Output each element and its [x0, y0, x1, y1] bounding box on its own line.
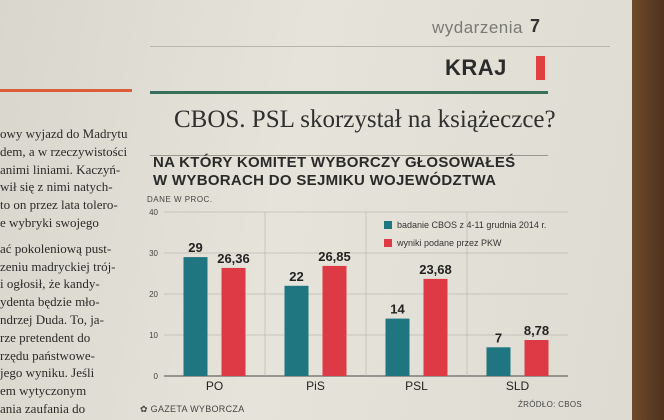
bar-sld-series-2: [524, 340, 549, 376]
data-label: 26,85: [318, 249, 351, 264]
headline-rule: [150, 155, 548, 156]
data-label: 29: [188, 240, 202, 255]
header-rule: [150, 46, 610, 47]
legend-item: wyniki podane przez PKW: [384, 234, 546, 252]
bar-psl-series-1: [385, 318, 410, 376]
legend-swatch: [384, 239, 392, 247]
y-tick-label: 40: [149, 208, 158, 217]
chart-title-line-2: W WYBORACH DO SEJMIKU WOJEWÓDZTWA: [153, 172, 497, 189]
section-marker: [536, 56, 545, 80]
article-line: to on przez lata tolero-: [0, 197, 118, 213]
legend-label: wyniki podane przez PKW: [397, 238, 502, 248]
footer-source-left: ✿ GAZETA WYBORCZA: [140, 404, 245, 414]
newspaper-page: wydarzenia 7 KRAJ CBOS. PSL skorzystał n…: [0, 0, 632, 420]
y-tick-label: 10: [149, 331, 158, 340]
y-tick-label: 20: [149, 290, 158, 299]
data-label: 26,36: [217, 251, 250, 266]
article-line: rzędu państwowe-: [0, 347, 95, 363]
article-line: wił się z nimi natych-: [0, 179, 113, 195]
article-line: owy wyjazd do Madrytu: [0, 126, 128, 141]
footer-source-right: ŹRÓDŁO: CBOS: [518, 400, 583, 409]
chart-title: NA KTÓRY KOMITET WYBORCZY GŁOSOWAŁEŚ W W…: [153, 154, 515, 190]
article-line: dem, a w rzeczywistości: [0, 143, 128, 159]
article-line: jego wyniku. Jeśli: [0, 365, 95, 381]
article-line: i ogłosił, że kandy-: [0, 276, 100, 292]
article-line: ania zaufania do: [0, 400, 86, 416]
article-column: owy wyjazd do Madrytu dem, a w rzeczywist…: [0, 125, 132, 420]
article-line: ndrzej Duda. To, ja-: [0, 311, 104, 327]
bar-psl-series-2: [423, 278, 448, 376]
data-label: 8,78: [524, 323, 549, 338]
bar-pis-series-2: [322, 265, 347, 376]
data-label: 14: [390, 302, 405, 317]
legend-item: badanie CBOS z 4-11 grudnia 2014 r.: [384, 216, 546, 234]
data-label: 22: [289, 269, 303, 284]
article-line: animi liniami. Kaczyń-: [0, 161, 121, 177]
y-tick-label: 0: [154, 372, 159, 381]
bar-po-series-2: [221, 267, 246, 376]
article-line: [0, 232, 132, 240]
column-red-rule: [0, 89, 132, 92]
units-label: DANE W PROC.: [147, 195, 213, 204]
article-line: rze pretendent do: [0, 329, 91, 345]
article-line: zeniu madryckiej trój-: [0, 258, 116, 274]
article-line: em wytyczonym: [0, 383, 87, 399]
bar-pis-series-1: [284, 285, 309, 376]
bar-po-series-1: [183, 257, 208, 376]
article-line: ać pokoleniową pust-: [0, 240, 112, 256]
article-line: e wybryki swojego: [0, 214, 99, 230]
section-name: wydarzenia: [432, 18, 523, 37]
legend-swatch: [384, 221, 392, 229]
chart-legend: badanie CBOS z 4-11 grudnia 2014 r. wynik…: [384, 216, 546, 252]
article-line: nstytucji, to zmo-: [0, 418, 132, 420]
y-tick-label: 30: [149, 249, 158, 258]
bar-chart: 0 10 20 30 40 29 26,36 PO 22 26,85 PiS 14 23,68 PSL 7 8…: [149, 208, 568, 393]
table-background: [632, 0, 664, 420]
headline-green-rule: [150, 91, 548, 94]
legend-label: badanie CBOS z 4-11 grudnia 2014 r.: [397, 220, 547, 230]
section-label: KRAJ: [445, 55, 507, 80]
chart-title-line-1: NA KTÓRY KOMITET WYBORCZY GŁOSOWAŁEŚ: [153, 154, 516, 171]
data-label: 23,68: [419, 262, 452, 277]
article-line: ydenta będzie mło-: [0, 294, 100, 310]
footer-source-left-text: GAZETA WYBORCZA: [150, 404, 245, 414]
page-number: 7: [530, 16, 541, 36]
x-tick-label: PO: [206, 379, 223, 393]
x-tick-label: PiS: [306, 379, 325, 393]
bar-sld-series-1: [486, 347, 511, 376]
x-tick-label: SLD: [506, 379, 530, 393]
data-label: 7: [495, 330, 502, 345]
headline: CBOS. PSL skorzystał na książeczce?: [174, 106, 556, 133]
x-tick-label: PSL: [405, 379, 428, 393]
